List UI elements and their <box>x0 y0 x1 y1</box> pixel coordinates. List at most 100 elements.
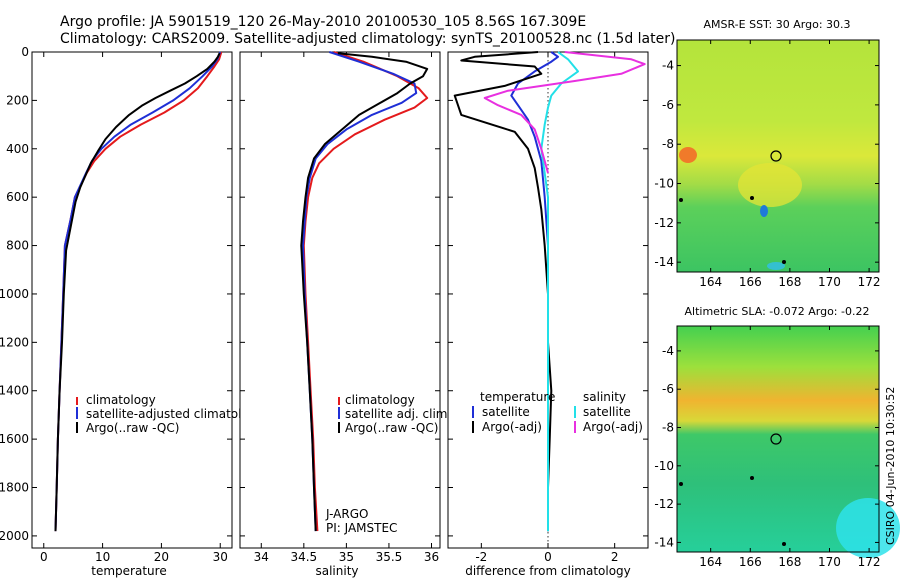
island-marker <box>679 482 683 486</box>
panel-sla-map: Altimetric SLA: -0.072 Argo: -0.22 164 16… <box>654 305 900 569</box>
series-line-temperature-argo-adj- <box>453 51 553 532</box>
map-y-tick-label: -12 <box>654 497 674 511</box>
island-marker <box>750 196 754 200</box>
sla-map-frame <box>676 325 880 553</box>
map-x-tick-label: 170 <box>818 555 841 569</box>
sla-map-axes: 164 166 168 170 172 -4 -6 -8 -10 -12 -14 <box>654 326 881 569</box>
map-y-tick-label: -6 <box>662 382 674 396</box>
panel-sst-map: AMSR-E SST: 30 Argo: 30.3 164 166 168 170 17… <box>654 18 880 289</box>
y-tick-label: 200 <box>6 93 29 107</box>
temperature-series <box>54 51 223 532</box>
map-x-tick-label: 166 <box>739 275 762 289</box>
map-y-tick-label: -8 <box>662 137 674 151</box>
difference-xlabel: difference from climatology <box>465 564 631 578</box>
salinity-axes-frame <box>239 51 441 549</box>
y-tick-label: 1600 <box>0 432 29 446</box>
temperature-legend: climatology satellite-adjusted climatolo… <box>76 393 264 435</box>
legend-label-satellite-adj: satellite adj. clim. <box>345 407 451 421</box>
temperature-x-axis: 0 10 20 30 <box>40 52 228 564</box>
salinity-legend: climatology satellite adj. clim. Argo(..… <box>338 393 451 435</box>
map-y-tick-label: -6 <box>662 98 674 112</box>
legend-label-temp-satellite: satellite <box>482 405 530 419</box>
y-tick-label: 1800 <box>0 481 29 495</box>
sst-warm-patch <box>738 163 802 207</box>
difference-y-ticks <box>448 51 648 537</box>
y-tick-label: 1000 <box>0 287 29 301</box>
x-tick-label: 0 <box>544 550 552 564</box>
sst-cool-pixel <box>767 262 785 270</box>
x-tick-label: 10 <box>95 550 110 564</box>
difference-series <box>453 51 646 532</box>
legend-title-temperature: temperature <box>480 390 555 404</box>
temperature-axes-frame <box>31 51 233 549</box>
sla-argo-location-marker <box>770 433 782 445</box>
series-line-salinity-satellite <box>540 51 579 532</box>
panel-salinity: 34 34.5 35 35.5 36 salinity climatology sate… <box>239 51 451 578</box>
sst-argo-location-marker <box>770 150 782 162</box>
panel-temperature: 0 200 400 600 800 1000 1200 1400 1600 1800 2000 0 1… <box>0 45 264 578</box>
series-line-argo-raw-qc- <box>54 52 221 532</box>
map-x-tick-label: 172 <box>858 275 881 289</box>
y-tick-label: 600 <box>6 190 29 204</box>
map-y-tick-label: -8 <box>662 421 674 435</box>
x-tick-label: 30 <box>213 550 228 564</box>
salinity-xlabel: salinity <box>315 564 358 578</box>
x-tick-label: 34.5 <box>290 550 317 564</box>
x-tick-label: -2 <box>475 550 487 564</box>
float-annotation-pi: PI: JAMSTEC <box>326 521 397 535</box>
csiro-timestamp: CSIRO 04-Jun-2010 10:30:52 <box>884 387 897 545</box>
x-tick-label: 36 <box>424 550 439 564</box>
temperature-xlabel: temperature <box>91 564 166 578</box>
map-y-tick-label: -4 <box>662 59 674 73</box>
sst-hot-spot <box>679 147 697 163</box>
figure-title-line1: Argo profile: JA 5901519_120 26-May-2010… <box>60 14 586 30</box>
salinity-y-ticks <box>240 51 440 537</box>
map-y-tick-label: -14 <box>654 535 674 549</box>
x-tick-label: 34 <box>254 550 269 564</box>
legend-label-argo: Argo(..raw -QC) <box>345 421 438 435</box>
island-marker <box>782 542 786 546</box>
sst-map-title: AMSR-E SST: 30 Argo: 30.3 <box>703 18 850 31</box>
legend-label-sal-satellite: satellite <box>583 405 631 419</box>
series-line-argo-raw-qc- <box>300 52 429 532</box>
y-tick-label: 2000 <box>0 529 29 543</box>
map-x-tick-label: 168 <box>778 275 801 289</box>
sst-map-frame <box>676 39 880 273</box>
x-tick-label: 35.5 <box>376 550 403 564</box>
map-y-tick-label: -10 <box>654 177 674 191</box>
island-marker <box>782 260 786 264</box>
legend-label-sal-argo: Argo(-adj) <box>583 420 643 434</box>
x-tick-label: 20 <box>154 550 169 564</box>
map-x-tick-label: 172 <box>858 555 881 569</box>
legend-label-temp-argo: Argo(-adj) <box>482 420 542 434</box>
sst-cool-pixel <box>760 205 768 217</box>
island-marker <box>750 476 754 480</box>
y-tick-label: 1400 <box>0 384 29 398</box>
map-x-tick-label: 170 <box>818 275 841 289</box>
x-tick-label: 0 <box>40 550 48 564</box>
legend-title-salinity: salinity <box>583 390 626 404</box>
map-y-tick-label: -10 <box>654 459 674 473</box>
map-y-tick-label: -14 <box>654 255 674 269</box>
figure-title-line2: Climatology: CARS2009. Satellite-adjuste… <box>60 31 675 47</box>
sst-field <box>677 40 879 272</box>
map-y-tick-label: -12 <box>654 216 674 230</box>
map-x-tick-label: 164 <box>699 275 722 289</box>
temperature-y-axis: 0 200 400 600 800 1000 1200 1400 1600 1800 2000 <box>0 45 232 543</box>
island-marker <box>679 198 683 202</box>
sla-map-title: Altimetric SLA: -0.072 Argo: -0.22 <box>685 305 870 318</box>
panel-difference: -2 0 2 difference from climatology tempera… <box>447 51 649 578</box>
legend-label-climatology: climatology <box>345 393 415 407</box>
map-x-tick-label: 164 <box>699 555 722 569</box>
legend-label-climatology: climatology <box>86 393 156 407</box>
y-tick-label: 1200 <box>0 335 29 349</box>
float-annotation-program: J-ARGO <box>325 507 368 521</box>
x-tick-label: 35 <box>339 550 354 564</box>
legend-label-satellite-adjusted: satellite-adjusted climatology <box>86 407 264 421</box>
x-tick-label: 2 <box>611 550 619 564</box>
salinity-series <box>300 51 429 532</box>
y-tick-label: 400 <box>6 142 29 156</box>
map-y-tick-label: -4 <box>662 344 674 358</box>
y-tick-label: 0 <box>21 45 29 59</box>
